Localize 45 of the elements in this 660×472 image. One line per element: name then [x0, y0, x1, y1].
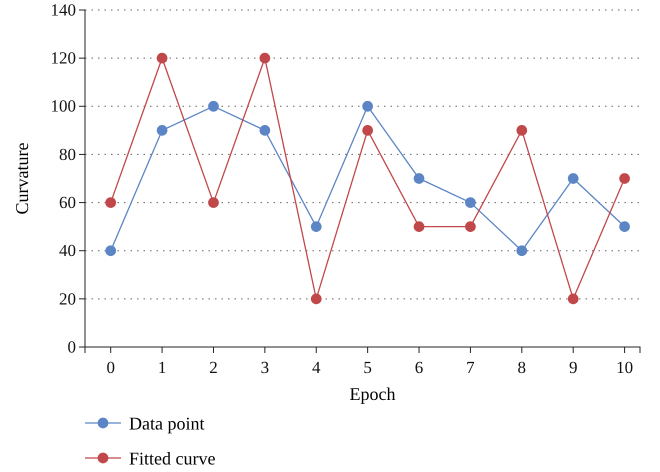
point — [414, 173, 424, 184]
x-tick-label: 9 — [568, 358, 578, 377]
legend-label: Data point — [129, 413, 204, 434]
x-tick-label: 1 — [158, 358, 166, 377]
point — [568, 294, 579, 304]
y-tick-label: 60 — [59, 193, 76, 212]
x-tick-label: 10 — [616, 358, 634, 377]
y-tick-label: 100 — [50, 96, 76, 116]
point — [465, 197, 476, 208]
y-tick-label: 0 — [68, 337, 76, 356]
y-tick-label: 20 — [59, 289, 76, 308]
point — [362, 125, 373, 136]
point — [208, 197, 219, 208]
x-tick-label: 0 — [106, 358, 115, 377]
x-tick-label: 6 — [414, 358, 424, 377]
point — [156, 125, 168, 136]
y-tick-label: 120 — [50, 48, 76, 68]
point — [516, 245, 528, 256]
point — [619, 221, 630, 232]
x-tick-label: 7 — [466, 358, 476, 377]
point — [619, 173, 630, 184]
legend-label: Fitted curve — [129, 448, 216, 468]
point — [260, 52, 270, 64]
point — [310, 221, 322, 232]
x-tick-label: 8 — [518, 358, 526, 377]
point — [260, 125, 270, 136]
point — [465, 221, 476, 232]
point — [310, 294, 322, 304]
y-tick-label: 40 — [59, 241, 76, 260]
point — [414, 221, 424, 232]
x-tick-label: 3 — [260, 358, 270, 377]
point — [516, 125, 528, 136]
point — [105, 197, 116, 208]
point — [105, 245, 116, 256]
x-axis-title: Epoch — [350, 384, 396, 404]
x-tick-label: 2 — [209, 358, 218, 377]
y-tick-label: 80 — [59, 144, 76, 164]
x-tick-label: 4 — [312, 358, 321, 377]
y-axis-title: Curvature — [12, 142, 32, 214]
y-tick-label: 140 — [50, 0, 76, 20]
point — [362, 100, 373, 112]
point — [208, 100, 219, 112]
point — [156, 52, 168, 64]
point — [568, 173, 579, 184]
x-tick-label: 5 — [363, 358, 372, 377]
